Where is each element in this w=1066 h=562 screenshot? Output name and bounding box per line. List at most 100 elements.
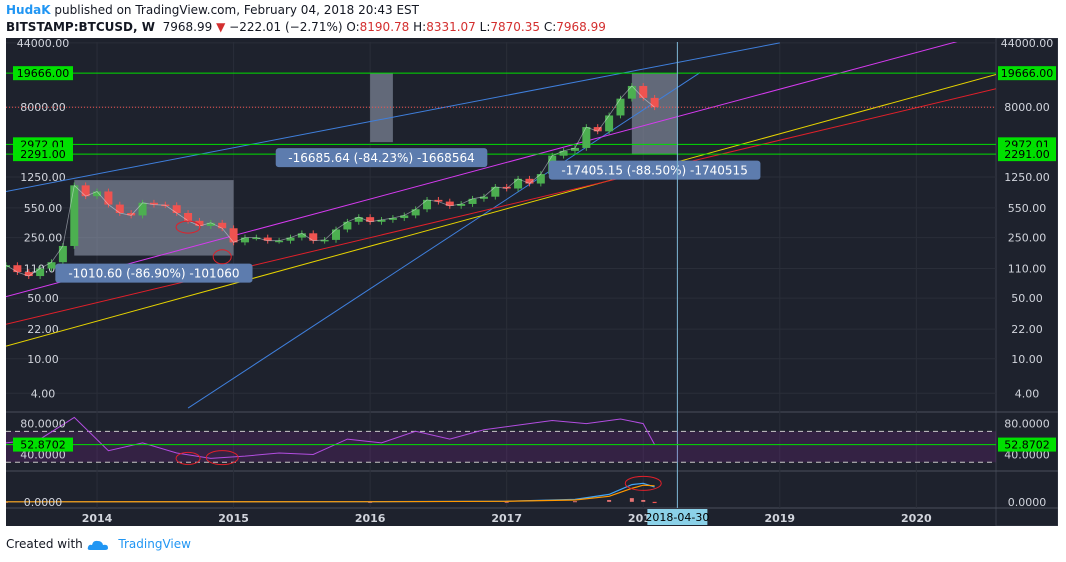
osc-axis-label-right: 0.0000 (1008, 496, 1047, 509)
candle-body (252, 237, 261, 240)
created-with-text: Created with (6, 537, 83, 551)
last-price: 7968.99 (162, 20, 213, 34)
right-price-label: 8000.00 (1004, 101, 1050, 114)
candle-body (58, 245, 67, 263)
candle-body (70, 185, 79, 246)
candle-body (115, 204, 124, 214)
candle-body (434, 199, 443, 202)
candle-body (650, 97, 659, 108)
level-label-right: 19666.00 (1001, 67, 1054, 80)
osc-histogram-bar (368, 501, 373, 503)
trendline-blue (6, 42, 780, 192)
candle-body (593, 127, 602, 132)
left-price-label: 1250.00 (20, 171, 66, 184)
trendline-blue (187, 72, 701, 409)
time-cursor-label: 2018-04-30 (645, 511, 709, 524)
rsi-axis-label-left: 40.0000 (20, 449, 66, 462)
annotation-ellipse (212, 249, 232, 265)
level-label-right: 2291.00 (1004, 148, 1050, 161)
candle-body (559, 150, 568, 156)
candle-body (13, 265, 22, 273)
candle-body (570, 147, 579, 151)
footer: Created with TradingView (6, 537, 191, 551)
candle-body (149, 202, 158, 205)
left-price-label: 50.00 (27, 292, 59, 305)
right-price-label: 250.00 (1008, 232, 1047, 245)
author-link[interactable]: HudaK (6, 3, 51, 17)
time-axis-label: 2020 (901, 512, 932, 525)
rsi-tag-left (13, 437, 73, 452)
ohlc-line: BITSTAMP:BTCUSD, W 7968.99 ▼ −222.01 (−2… (6, 20, 606, 34)
rsi-axis-label-right: 80.0000 (1004, 418, 1050, 431)
candle-body (525, 178, 534, 184)
drawdown-callout-bg (548, 160, 761, 180)
candle-body (263, 237, 272, 241)
candle-body (320, 239, 329, 242)
rsi-current-right: 52.8702 (1004, 439, 1050, 452)
candle-body (332, 229, 340, 240)
right-price-label: 550.00 (1008, 202, 1047, 215)
candle-body (24, 272, 33, 277)
high-label: H: (413, 20, 427, 34)
candle-body (229, 228, 238, 243)
price-change: −222.01 (−2.71%) (229, 20, 343, 34)
low-label: L: (479, 20, 491, 34)
right-price-label: 1250.00 (1004, 171, 1050, 184)
time-axis-label: 2015 (218, 512, 249, 525)
time-axis-label: 2019 (764, 512, 795, 525)
candle-body (93, 191, 102, 197)
candle-body (377, 219, 386, 222)
drawdown-callout-bg (275, 148, 488, 168)
candle-body (479, 196, 488, 199)
time-cursor-tag (647, 509, 708, 525)
left-price-label: 4.00 (31, 387, 56, 400)
candle-body (423, 199, 432, 210)
tradingview-link[interactable]: TradingView (118, 537, 191, 551)
candle-body (514, 178, 523, 189)
drawdown-box (631, 73, 678, 155)
left-price-label: 44000.00 (17, 38, 70, 50)
published-text: published on TradingView.com, February 0… (54, 3, 419, 17)
candle-body (491, 186, 500, 197)
level-tag-right (998, 147, 1056, 162)
candle-body (354, 217, 363, 222)
price-close-line (6, 85, 655, 277)
level-tag-left (13, 66, 73, 81)
level-label-left: 2291.00 (20, 148, 66, 161)
open-label: O: (346, 20, 360, 34)
candle-body (536, 174, 545, 184)
candle-body (388, 218, 397, 220)
candle-body (411, 209, 420, 216)
candle-body (309, 233, 318, 241)
candle-body (343, 221, 352, 230)
high-value: 8331.07 (426, 20, 476, 34)
candle-body (36, 268, 45, 277)
drawdown-callout-label: -17405.15 (-88.50%) -1740515 (561, 164, 747, 178)
osc-histogram-bar (652, 501, 657, 504)
osc-histogram-bar (629, 498, 634, 502)
drawdown-callout-bg (55, 263, 253, 283)
candle-body (639, 85, 648, 98)
candle-body (502, 186, 511, 189)
trendline-yellow (6, 73, 996, 347)
left-price-label: 250.00 (24, 232, 63, 245)
close-label: C: (543, 20, 557, 34)
trendline-red (6, 88, 996, 325)
right-price-label: 44000.00 (1001, 38, 1054, 50)
symbol-name: BITSTAMP:BTCUSD, W (6, 20, 155, 34)
osc-histogram-bar (607, 499, 612, 502)
candle-body (627, 85, 636, 99)
publish-line: HudaK published on TradingView.com, Febr… (6, 3, 419, 17)
annotation-ellipse (624, 475, 662, 491)
candle-body (582, 127, 591, 148)
level-tag-left (13, 147, 73, 162)
drawdown-box (74, 180, 234, 256)
candle-body (240, 237, 249, 243)
annotation-ellipse (205, 450, 239, 466)
level-tag-right (998, 66, 1056, 81)
candle-body (218, 222, 227, 229)
candle-body (366, 217, 375, 222)
left-price-label: 550.00 (24, 202, 63, 215)
time-axis-label: 2017 (491, 512, 522, 525)
